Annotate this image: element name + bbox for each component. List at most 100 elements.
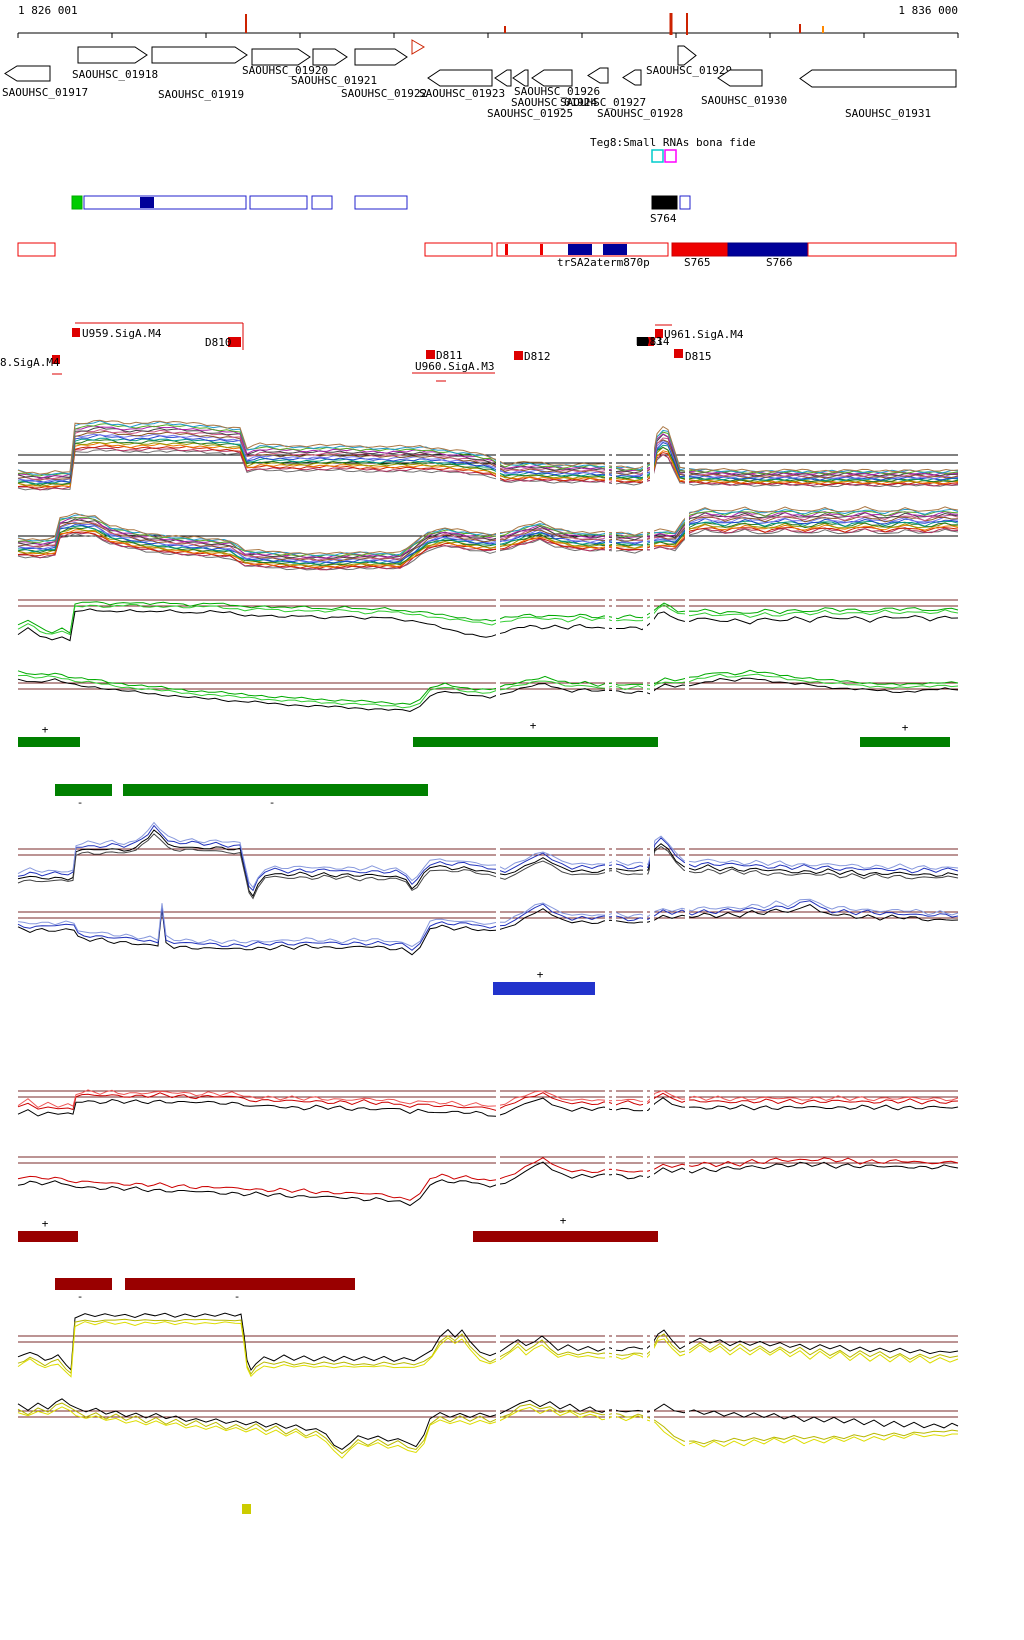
promoter-label: D812	[524, 350, 551, 363]
expression-line	[17, 603, 959, 636]
gene-SAOUHSC_01927[interactable]	[587, 67, 609, 84]
masked-gap	[643, 903, 647, 964]
gene-SAOUHSC_01919[interactable]	[151, 46, 248, 64]
gene-SAOUHSC_01923[interactable]	[427, 69, 493, 87]
annotation-label: S764	[650, 212, 677, 225]
gene-SAOUHSC_01922[interactable]	[354, 48, 408, 66]
strand-label: -	[77, 796, 84, 809]
segment-bar[interactable]	[493, 982, 595, 995]
expression-line	[17, 506, 959, 555]
promoter-mark[interactable]	[514, 351, 523, 360]
segment-bar[interactable]	[860, 737, 950, 747]
gene-SAOUHSC_01931[interactable]	[799, 69, 957, 88]
annotation-box[interactable]	[671, 242, 729, 257]
gene-SAOUHSC_01925[interactable]	[494, 69, 512, 87]
expression-line	[17, 511, 959, 559]
segment-bar[interactable]	[473, 1231, 658, 1242]
expression-track-t5-blue-plus	[17, 821, 959, 902]
masked-gap	[650, 826, 654, 902]
expression-line	[17, 1312, 959, 1372]
annotation-box[interactable]	[727, 242, 809, 257]
masked-gap	[650, 506, 654, 592]
masked-gap	[496, 1146, 500, 1214]
masked-gap	[496, 826, 500, 902]
masked-gap	[612, 1082, 616, 1144]
promoter-mark[interactable]	[52, 355, 60, 364]
masked-gap	[643, 1082, 647, 1144]
ruler-right-coordinate: 1 836 000	[898, 4, 958, 17]
gene-SAOUHSC_01928[interactable]	[622, 69, 642, 86]
expression-line	[17, 669, 959, 705]
gene-terminator-arrow[interactable]	[411, 39, 425, 55]
segment-bar[interactable]	[413, 737, 658, 747]
masked-gap	[612, 1390, 616, 1464]
strand-label: -	[77, 1290, 84, 1303]
expression-line	[17, 824, 959, 892]
segment-bar[interactable]	[55, 1278, 112, 1290]
gene-SAOUHSC_01921[interactable]	[312, 48, 348, 66]
promoter-mark[interactable]	[674, 349, 683, 358]
gene-SAOUHSC_01920[interactable]	[251, 48, 311, 66]
gene-label-SAOUHSC_01918: SAOUHSC_01918	[72, 68, 158, 81]
annotation-box[interactable]	[424, 242, 493, 257]
masked-gap	[605, 654, 609, 720]
expression-line	[17, 1161, 959, 1207]
masked-gap	[496, 654, 500, 720]
annotation-box[interactable]	[807, 242, 957, 257]
gene-label-SAOUHSC_01926: SAOUHSC_01926	[514, 85, 600, 98]
masked-gap	[643, 1146, 647, 1214]
gene-SAOUHSC_01918[interactable]	[77, 46, 148, 64]
promoter-mark[interactable]	[648, 337, 654, 346]
annotation-box[interactable]	[496, 242, 669, 257]
expression-track-t2-multicolor-minus	[17, 506, 959, 592]
promoter-label: U960.SigA.M3	[415, 360, 494, 373]
expression-track-t6-blue-minus	[17, 898, 959, 964]
gene-SAOUHSC_01930[interactable]	[717, 69, 763, 87]
masked-gap	[496, 1082, 500, 1144]
promoter-mark[interactable]	[426, 350, 435, 359]
annotation-box[interactable]	[17, 242, 56, 257]
expression-line	[17, 514, 959, 561]
segment-bar[interactable]	[18, 737, 80, 747]
gene-SAOUHSC_01924[interactable]	[512, 69, 529, 87]
expression-line	[17, 520, 959, 565]
annotation-box[interactable]	[311, 195, 333, 210]
gene-label-SAOUHSC_01928: SAOUHSC_01928	[597, 107, 683, 120]
gene-SAOUHSC_01917[interactable]	[4, 65, 51, 82]
magenta-legend-box[interactable]	[664, 149, 677, 163]
annotation-box[interactable]	[679, 195, 691, 210]
segment-bar[interactable]	[18, 1231, 78, 1242]
expression-line	[17, 601, 959, 634]
masked-gap	[650, 1082, 654, 1144]
promoter-mark[interactable]	[228, 337, 241, 347]
masked-gap	[685, 1306, 689, 1380]
expression-line	[17, 508, 959, 557]
promoter-mark[interactable]	[637, 337, 648, 346]
cyan-legend-box[interactable]	[651, 149, 664, 163]
segment-bar[interactable]	[55, 784, 112, 796]
annotation-box[interactable]	[71, 195, 83, 210]
gene-SAOUHSC_01929[interactable]	[677, 45, 697, 66]
expression-line	[17, 1320, 959, 1378]
promoter-mark[interactable]	[655, 329, 663, 338]
annotation-box[interactable]	[249, 195, 308, 210]
expression-line	[17, 430, 959, 481]
expression-line	[17, 898, 959, 948]
masked-gap	[605, 594, 609, 652]
expression-track-t7-red-plus	[17, 1082, 959, 1144]
masked-gap	[605, 1082, 609, 1144]
segment-bar[interactable]	[123, 784, 428, 796]
segment-bar[interactable]	[125, 1278, 355, 1290]
annotation-box[interactable]	[651, 195, 678, 210]
gene-SAOUHSC_01926[interactable]	[531, 69, 573, 87]
annotation-box[interactable]	[354, 195, 408, 210]
masked-gap	[612, 506, 616, 592]
segment-bar[interactable]	[242, 1504, 251, 1514]
promoter-mark[interactable]	[72, 328, 80, 337]
masked-gap	[612, 826, 616, 902]
masked-gap	[496, 903, 500, 964]
masked-gap	[612, 654, 616, 720]
annotation-inner-box	[540, 244, 543, 255]
annotation-box[interactable]	[83, 195, 247, 210]
